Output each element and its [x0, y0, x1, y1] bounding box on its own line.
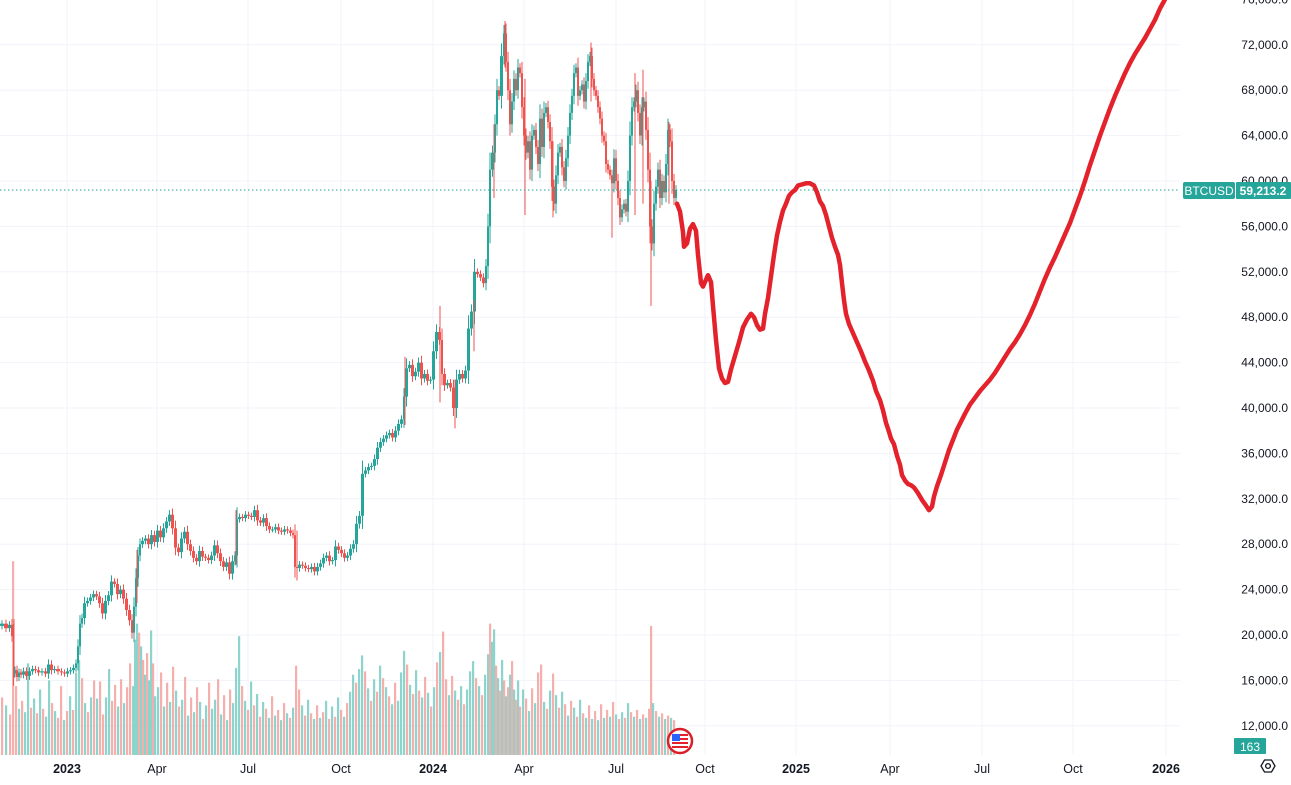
time-tick-label: Jul — [240, 762, 256, 776]
price-tick-label: 36,000.0 — [1241, 446, 1288, 460]
time-tick-label: Jul — [974, 762, 990, 776]
volume-bars — [1, 561, 676, 755]
price-tick-label: 32,000.0 — [1241, 492, 1288, 506]
price-tick-label: 44,000.0 — [1241, 356, 1288, 370]
time-tick-label: 2025 — [782, 762, 810, 776]
last-price-label: 59,213.2 — [1240, 184, 1287, 198]
time-tick-label: Oct — [331, 762, 351, 776]
price-tick-label: 56,000.0 — [1241, 219, 1288, 233]
price-tick-label: 28,000.0 — [1241, 537, 1288, 551]
price-axis[interactable]: 76,000.072,000.068,000.064,000.060,000.0… — [1241, 0, 1288, 733]
volume-value-badge: 163 — [1234, 738, 1266, 754]
symbol-label: BTCUSD — [1184, 184, 1234, 198]
time-tick-label: Oct — [695, 762, 715, 776]
price-tick-label: 48,000.0 — [1241, 310, 1288, 324]
price-tick-label: 12,000.0 — [1241, 719, 1288, 733]
price-tick-label: 40,000.0 — [1241, 401, 1288, 415]
time-tick-label: Apr — [147, 762, 166, 776]
price-tick-label: 52,000.0 — [1241, 265, 1288, 279]
time-tick-label: Jul — [608, 762, 624, 776]
grid-lines — [0, 0, 1180, 755]
candlestick-series — [0, 20, 677, 686]
us-flag-icon[interactable] — [666, 727, 694, 755]
price-tick-label: 20,000.0 — [1241, 628, 1288, 642]
forecast-drawing[interactable] — [674, 0, 1170, 513]
price-tick-label: 72,000.0 — [1241, 38, 1288, 52]
price-tick-label: 76,000.0 — [1241, 0, 1288, 6]
price-tick-label: 68,000.0 — [1241, 83, 1288, 97]
time-tick-label: Apr — [514, 762, 533, 776]
price-tick-label: 24,000.0 — [1241, 583, 1288, 597]
volume-value-label: 163 — [1240, 740, 1260, 754]
settings-hexagon-icon[interactable] — [1260, 759, 1276, 773]
time-axis[interactable]: 2023 Apr Jul Oct 2024 Apr Jul Oct 2025 Apr Jul Oct 2… — [53, 762, 1180, 776]
price-tick-label: 64,000.0 — [1241, 129, 1288, 143]
price-tick-label: 16,000.0 — [1241, 673, 1288, 687]
symbol-price-badge: BTCUSD 59,213.2 — [1183, 182, 1291, 199]
time-tick-label: 2024 — [419, 762, 447, 776]
time-tick-label: Oct — [1063, 762, 1083, 776]
time-tick-label: 2023 — [53, 762, 81, 776]
time-tick-label: Apr — [880, 762, 899, 776]
time-tick-label: 2026 — [1152, 762, 1180, 776]
